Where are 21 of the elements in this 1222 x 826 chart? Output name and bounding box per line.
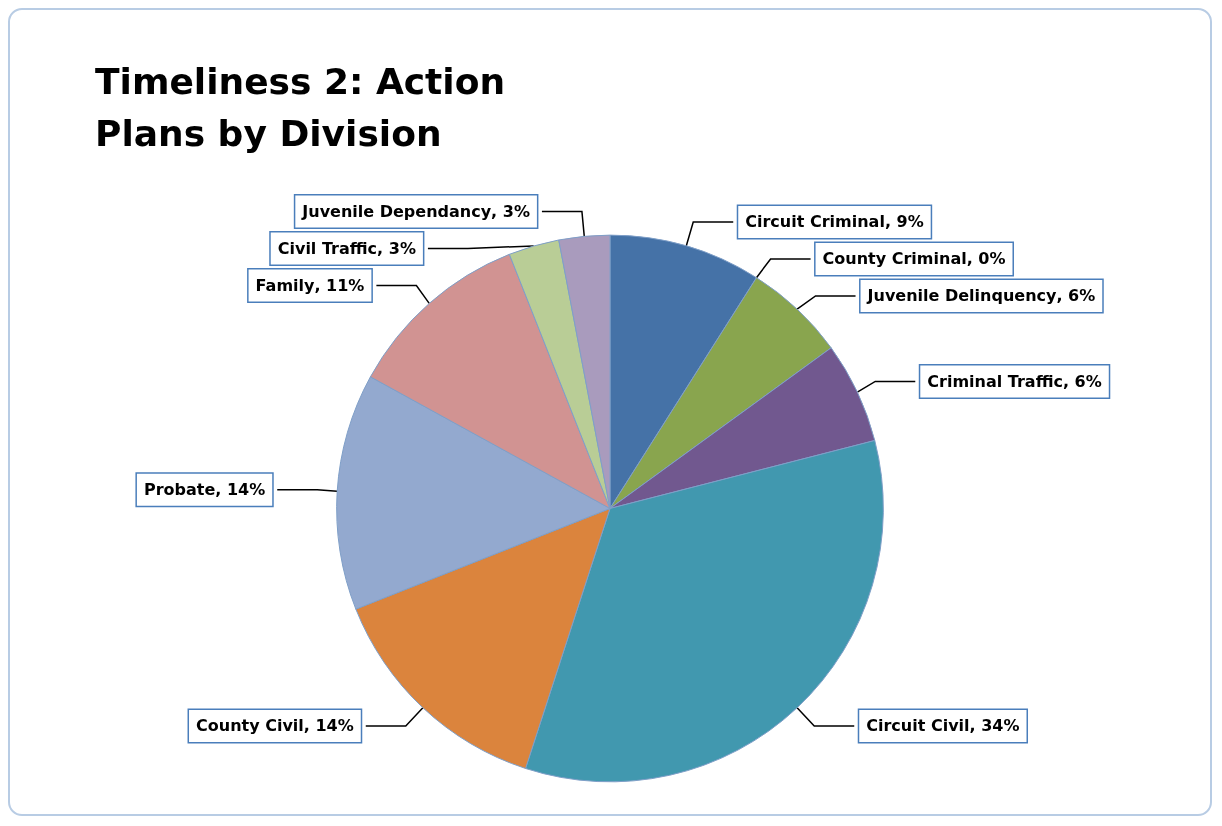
data-label: , 3% bbox=[377, 238, 416, 258]
slice-label: Probate bbox=[143, 480, 216, 500]
slice-label: Juvenile Delinquency bbox=[866, 286, 1058, 306]
chart-title: Timeliness 2: Action Plans by Division bbox=[95, 60, 518, 154]
data-label: , 11% bbox=[314, 275, 365, 295]
data-label: , 14% bbox=[303, 716, 354, 736]
text: , 0% bbox=[966, 249, 1006, 269]
data-label: , 14% bbox=[215, 480, 266, 500]
legend-label: County Criminal bbox=[822, 249, 967, 269]
slice-label: Circuit Criminal bbox=[745, 212, 885, 232]
data-label: , 6% bbox=[1056, 286, 1096, 306]
data-label: , 34% bbox=[969, 716, 1020, 736]
data-label: , 3% bbox=[491, 201, 530, 221]
data-label: , 6% bbox=[1062, 371, 1102, 391]
slice-label: Juvenile Dependancy bbox=[301, 201, 492, 221]
slice-label: Circuit Civil bbox=[866, 716, 970, 736]
data-label: , 9% bbox=[884, 212, 924, 232]
slice-label: Criminal Traffic bbox=[927, 371, 1063, 391]
slice-label: Civil Traffic bbox=[277, 238, 378, 258]
slice-label: Family bbox=[255, 275, 316, 295]
slice-label: County Civil bbox=[196, 716, 304, 736]
